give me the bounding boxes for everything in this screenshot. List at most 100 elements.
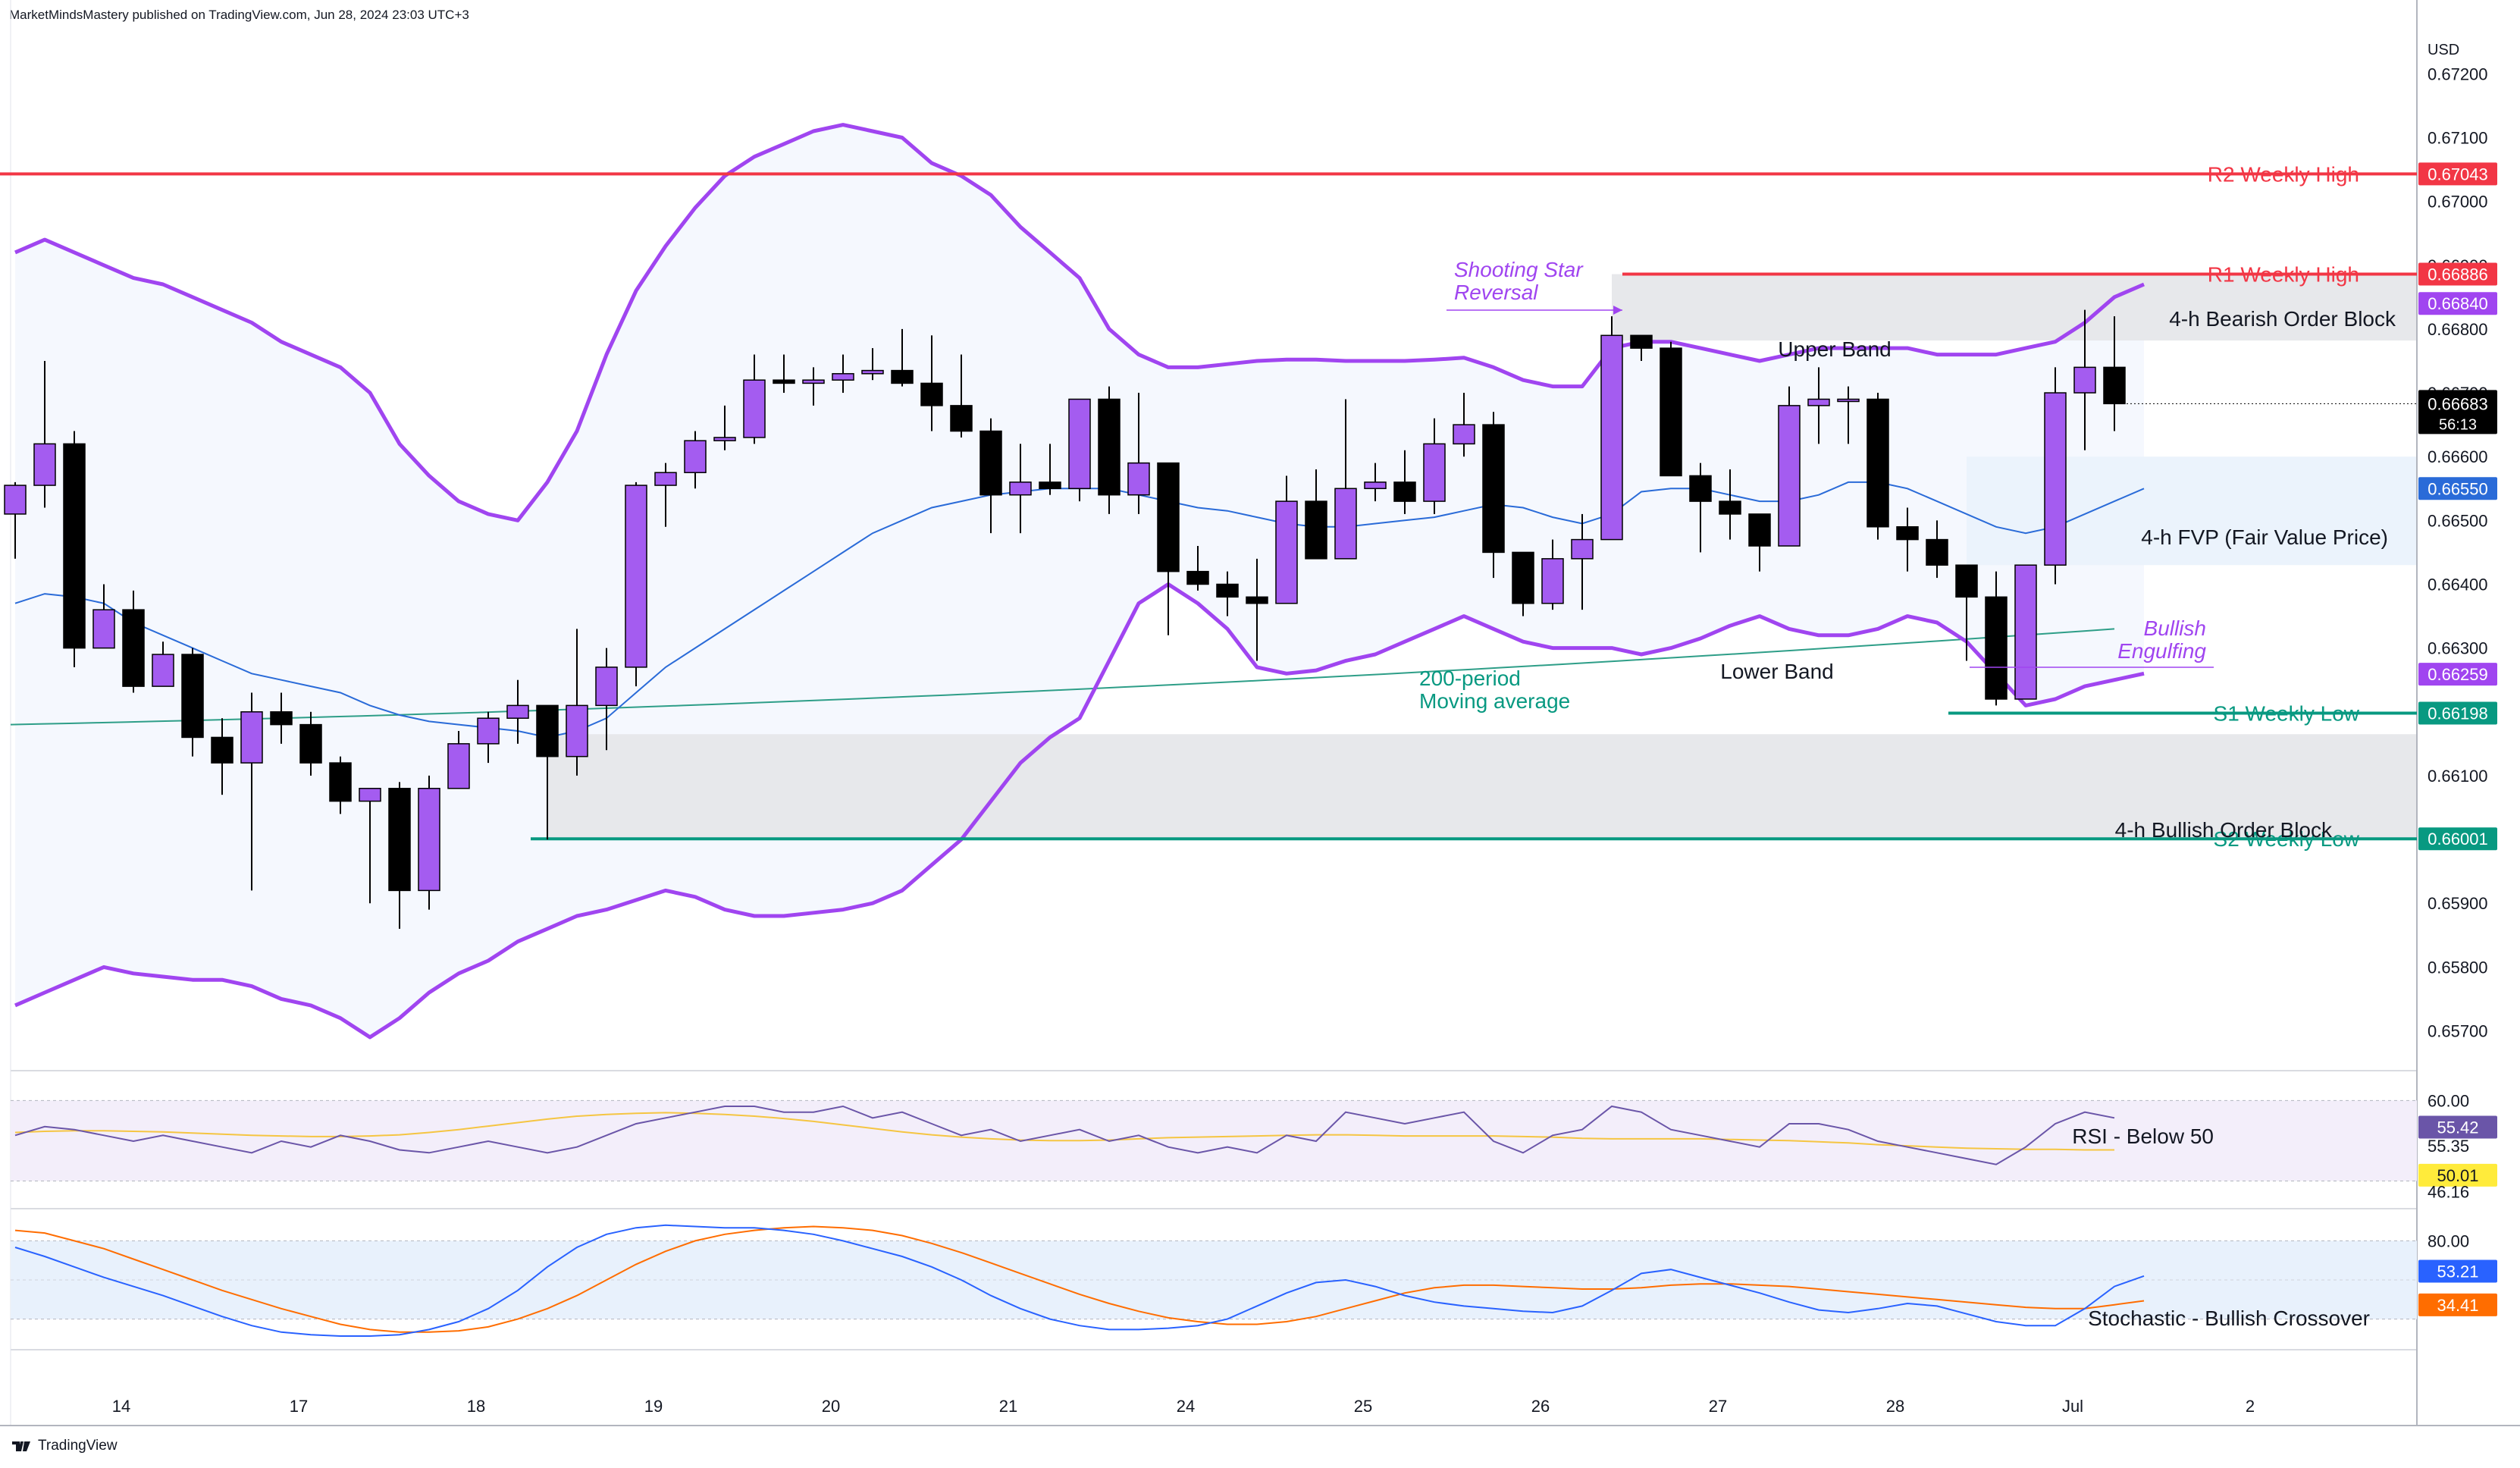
level-price-tag: 0.66001 <box>2428 830 2488 848</box>
level-price-tag-bg <box>2418 701 2497 725</box>
candle-body <box>1453 424 1475 445</box>
candle-body <box>1660 347 1682 477</box>
candle-body <box>1748 513 1771 547</box>
candle-body <box>920 382 943 406</box>
candle-body <box>240 711 263 764</box>
x-tick: 26 <box>1531 1397 1550 1416</box>
x-tick: 28 <box>1886 1397 1904 1416</box>
y-tick: 0.67100 <box>2428 128 2488 147</box>
rsi-value-tag: 55.42 <box>2437 1118 2478 1137</box>
bollinger-fill <box>15 124 2144 1037</box>
candle-body <box>63 443 86 649</box>
candle-body <box>566 704 588 758</box>
rsi-value-tag-bg <box>2418 1115 2497 1139</box>
x-tick: 24 <box>1177 1397 1195 1416</box>
zone-box <box>547 734 2417 839</box>
zone-label: 4-h Bullish Order Block <box>2115 818 2333 842</box>
last-price: 0.66683 <box>2428 394 2488 413</box>
candle-body <box>1393 481 1416 502</box>
candle-body <box>152 654 174 687</box>
rsi-ma-tag-bg <box>2418 1163 2497 1187</box>
candle-body <box>1719 500 1741 515</box>
y-tick: 0.67200 <box>2428 64 2488 83</box>
x-tick: 19 <box>644 1397 663 1416</box>
candle-body <box>211 736 234 764</box>
rsi-band <box>11 1100 2417 1181</box>
rsi-label: RSI - Below 50 <box>2072 1125 2214 1148</box>
candle-body <box>477 717 500 745</box>
level-label: S2 Weekly Low <box>2214 827 2360 851</box>
candle-body <box>2014 564 2037 700</box>
candle-body <box>684 440 707 473</box>
candle-body <box>359 788 381 802</box>
currency-label: USD <box>2428 42 2459 58</box>
candle-body <box>713 437 736 441</box>
candle-body <box>1837 398 1860 403</box>
zone-box <box>1967 456 2417 566</box>
candle-body <box>1600 334 1623 541</box>
candle-body <box>33 443 56 486</box>
candle-body <box>1039 481 1061 490</box>
zone-label: 4-h FVP (Fair Value Price) <box>2141 525 2388 549</box>
candle-body <box>181 654 204 739</box>
indicator-price-tag: 0.66259 <box>2428 665 2488 684</box>
candle-body <box>1955 564 1978 598</box>
candle-body <box>1571 538 1594 560</box>
level-label: R1 Weekly High <box>2208 263 2359 287</box>
stoch-k-tag-bg <box>2418 1259 2497 1283</box>
candle-body <box>1216 583 1239 598</box>
candle-body <box>2103 366 2126 405</box>
ma200-line <box>10 628 2115 726</box>
last-price-bg <box>2418 390 2497 434</box>
annotation-text: Lower Band <box>1720 660 1833 683</box>
rsi-line <box>14 1105 2115 1165</box>
annotations-layer: Upper Band Lower Band Shooting StarReversa… <box>1419 258 2396 842</box>
candle-body <box>388 788 411 892</box>
x-tick: 25 <box>1354 1397 1372 1416</box>
stoch-d-tag-bg <box>2418 1293 2497 1316</box>
candle-body <box>1246 596 1268 604</box>
x-tick: 20 <box>822 1397 840 1416</box>
candle-body <box>418 788 440 892</box>
annotation-text: Shooting Star <box>1454 258 1584 281</box>
arrow-head <box>1613 306 1622 315</box>
candle-body <box>536 704 559 758</box>
annotation-text: Upper Band <box>1778 337 1891 361</box>
annotation-text: Bullish <box>2144 616 2206 640</box>
candle-body <box>299 723 322 764</box>
published-caption: MarketMindsMastery published on TradingV… <box>9 8 469 22</box>
candle-body <box>1305 500 1327 560</box>
y-tick: 0.66800 <box>2428 320 2488 339</box>
stoch-d-line <box>14 1225 2145 1333</box>
y-tick: 0.65800 <box>2428 958 2488 977</box>
candle-body <box>891 369 914 384</box>
y-tick: 0.66500 <box>2428 511 2488 530</box>
x-tick: 18 <box>467 1397 485 1416</box>
candle-body <box>2073 366 2096 394</box>
rsi-ma-line <box>14 1112 2114 1151</box>
rsi-tick: 55.35 <box>2428 1137 2469 1156</box>
stoch-k-line <box>14 1224 2145 1337</box>
x-tick: 17 <box>290 1397 308 1416</box>
candle-body <box>1866 398 1889 528</box>
candle-body <box>1009 481 1032 496</box>
candle-body <box>654 472 677 486</box>
candle-body <box>625 485 647 668</box>
candle-body <box>1512 551 1534 604</box>
candle-body <box>2044 392 2067 566</box>
upper-band-line <box>14 123 2145 522</box>
stoch-label: Stochastic - Bullish Crossover <box>2088 1306 2370 1330</box>
stoch-d-tag: 34.41 <box>2437 1296 2478 1315</box>
rsi-pane: RSI - Below 50 <box>11 1099 2417 1181</box>
candle-body <box>1541 558 1564 604</box>
y-tick: 0.67000 <box>2428 193 2488 212</box>
indicator-price-tag-bg <box>2418 477 2497 500</box>
candle-body <box>1689 475 1712 502</box>
candle-body <box>1186 570 1209 585</box>
level-price-tag: 0.66886 <box>2428 265 2488 284</box>
candle-body <box>1275 500 1298 604</box>
candle-body <box>832 373 854 381</box>
candle-body <box>1364 481 1387 490</box>
stoch-k-tag: 53.21 <box>2437 1262 2478 1281</box>
